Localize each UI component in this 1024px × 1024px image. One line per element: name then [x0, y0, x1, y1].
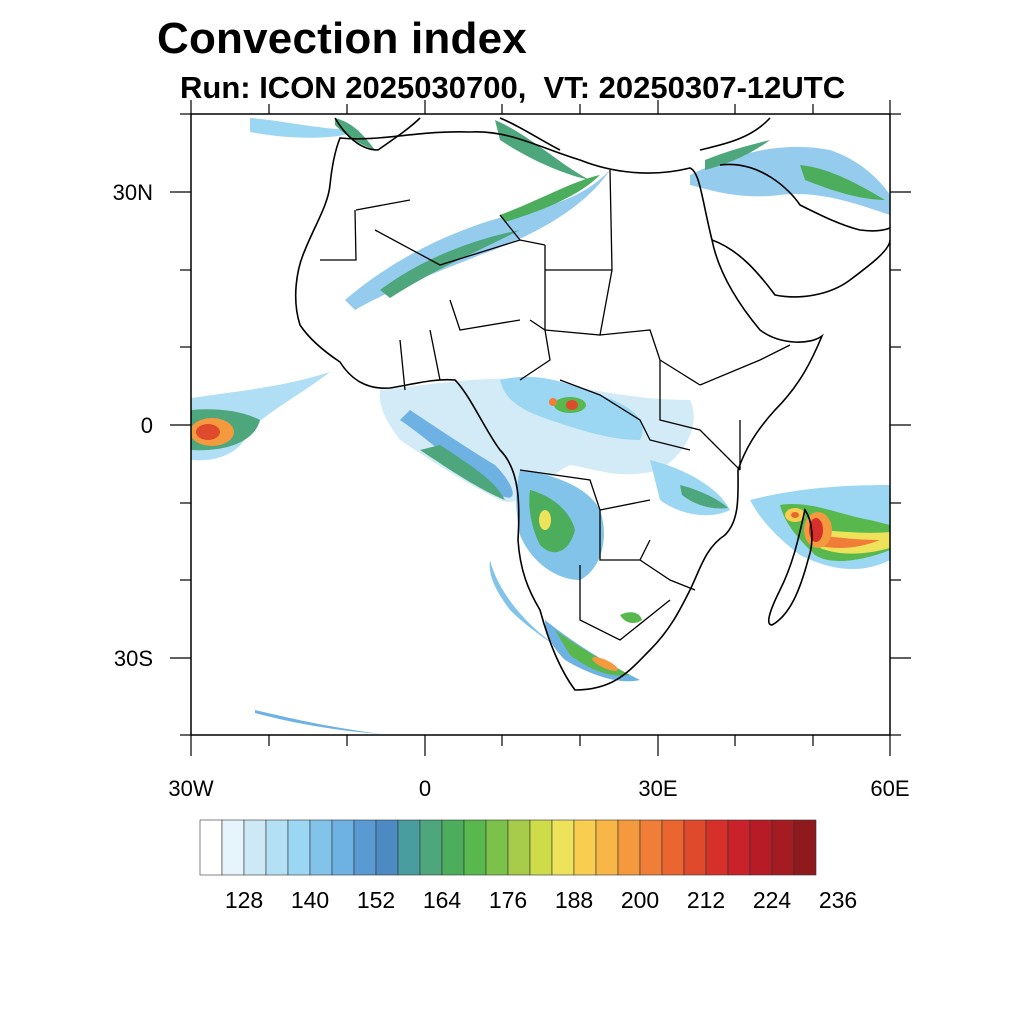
colorbar-tick-label: 200	[620, 887, 660, 913]
map-title: Convection index	[157, 14, 527, 63]
east-africa-core	[680, 485, 728, 509]
angola-hot	[539, 510, 551, 530]
lat-ticks	[170, 113, 911, 736]
botswana-spot	[620, 612, 642, 623]
north-africa-band	[500, 175, 600, 222]
lon-ticks	[190, 100, 891, 756]
lon-label-30w: 30W	[168, 776, 214, 801]
country-borders	[320, 169, 791, 641]
colorbar-tick-label: 128	[224, 887, 264, 913]
africa-coast	[294, 130, 824, 691]
convection-field	[191, 118, 890, 735]
lat-label-30s: 30S	[113, 646, 153, 671]
lat-label-0: 0	[140, 413, 153, 438]
sahara-band-core	[380, 230, 520, 298]
madagascar-coast	[768, 508, 813, 626]
colorbar-tick-label: 212	[686, 887, 726, 913]
middle-east-band	[690, 146, 890, 215]
south-africa-band	[545, 620, 640, 682]
colorbar-tick-label: 152	[356, 887, 396, 913]
angola-core	[529, 490, 575, 553]
colorbar-tick-label: 176	[488, 887, 528, 913]
map-subtitle: Run: ICON 2025030700, VT: 20250307-12UTC	[180, 70, 846, 105]
gulf-of-guinea-core	[420, 445, 505, 500]
coastlines	[294, 117, 890, 691]
colorbar-tick-label: 140	[290, 887, 330, 913]
cyclone-north-hot	[791, 512, 799, 518]
lat-label-30n: 30N	[112, 180, 153, 205]
levant-band	[705, 140, 770, 170]
atlantic-plume-peak	[196, 424, 220, 440]
lon-label-30e: 30E	[638, 776, 678, 801]
south-africa-core	[555, 630, 630, 676]
colorbar-tick-label: 188	[554, 887, 594, 913]
arabia-coast	[711, 163, 890, 298]
congo-hot	[566, 400, 578, 410]
middle-east-core	[800, 165, 885, 200]
cyclone-arm-hot	[818, 535, 880, 548]
iberia-clouds	[335, 118, 375, 150]
europe-coast	[334, 117, 771, 151]
colorbar-tick-label: 224	[752, 887, 792, 913]
north-edge-clouds	[250, 118, 360, 138]
lon-label-60e: 60E	[870, 776, 910, 801]
colorbar-tick-label: 164	[422, 887, 462, 913]
south-africa-hot	[592, 657, 618, 671]
congo-hot-2	[549, 398, 557, 406]
colorbar-tick-label: 236	[818, 887, 858, 913]
gulf-of-guinea-band	[400, 410, 513, 498]
mediterranean-band	[495, 120, 590, 180]
lon-label-0: 0	[418, 776, 432, 801]
